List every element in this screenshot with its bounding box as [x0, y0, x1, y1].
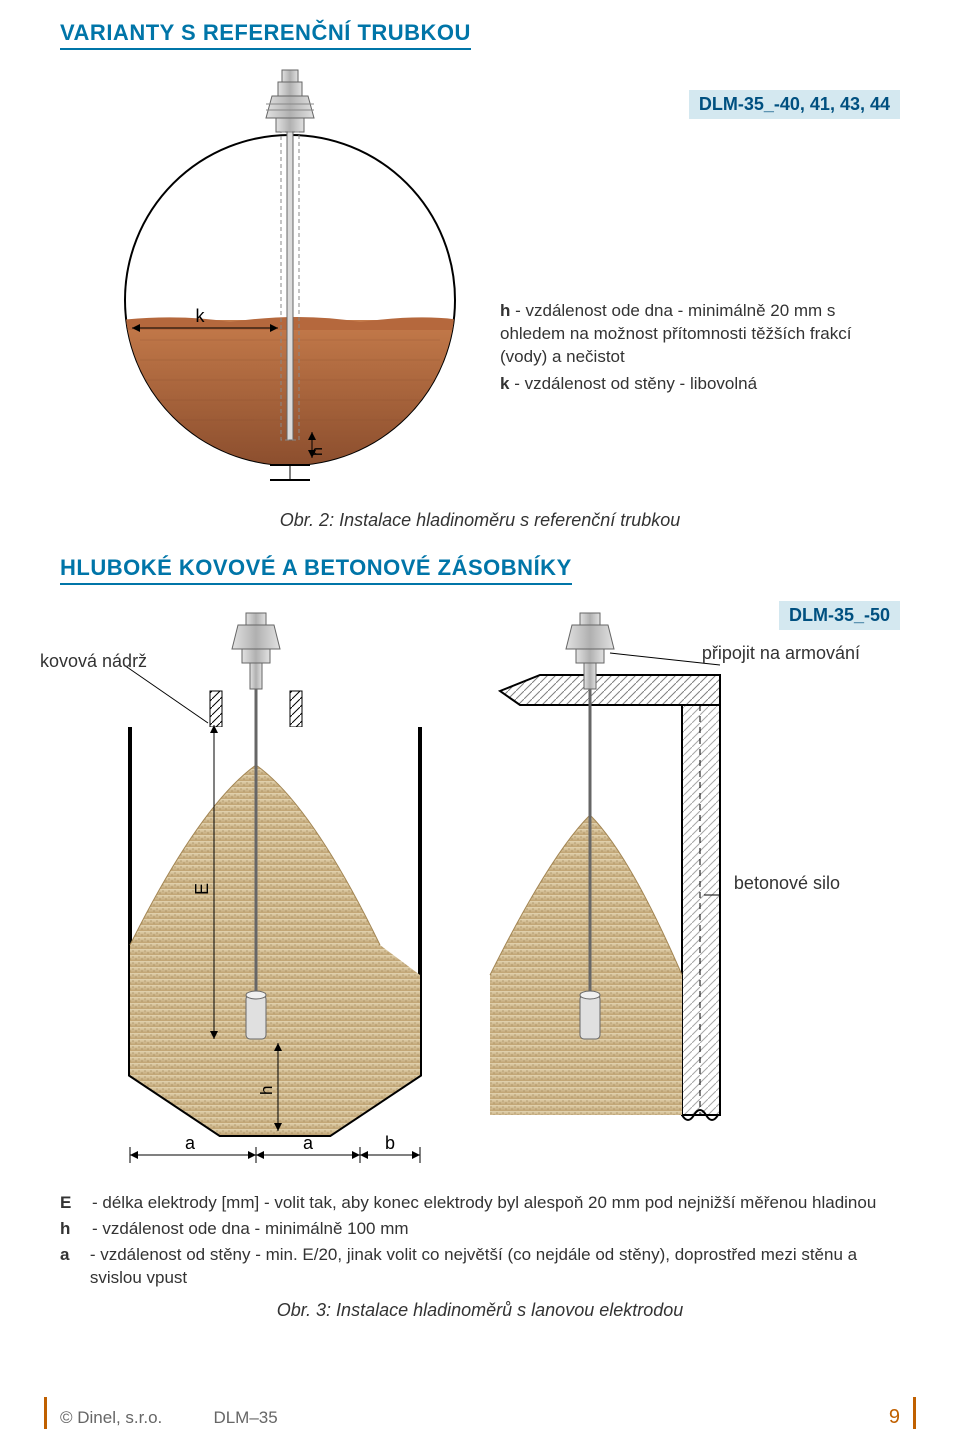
legend-key-E: E — [60, 1191, 92, 1215]
legend-text-E: - délka elektrody [mm] - volit tak, aby … — [92, 1191, 876, 1215]
dim-a1: a — [185, 1133, 196, 1153]
dim-h-text: h — [309, 447, 326, 456]
footer-page-number: 9 — [889, 1406, 900, 1429]
footer-copyright: © Dinel, s.r.o. — [60, 1408, 162, 1428]
legend-text-h: - vzdálenost ode dna - minimálně 100 mm — [92, 1217, 409, 1241]
page-gutter-right — [913, 1397, 916, 1429]
dim-k-text: k — [196, 306, 206, 326]
figure-1-svg: k h — [60, 60, 540, 500]
badge-dlm-4x: DLM-35_-40, 41, 43, 44 — [689, 90, 900, 119]
badge-dlm-50: DLM-35_-50 — [779, 601, 900, 630]
figure-1-description: h - vzdálenost ode dna - minimálně 20 mm… — [500, 300, 900, 396]
dim-b: b — [385, 1133, 395, 1153]
legend-key-a: a — [60, 1243, 90, 1291]
section2-title: HLUBOKÉ KOVOVÉ A BETONOVÉ ZÁSOBNÍKY — [60, 555, 572, 585]
label-betonove-silo: betonové silo — [734, 873, 840, 894]
footer-model: DLM–35 — [213, 1408, 277, 1428]
figure-2-caption: Obr. 3: Instalace hladinoměrů s lanovou … — [60, 1300, 900, 1321]
legend-row-h: h - vzdálenost ode dna - minimálně 100 m… — [60, 1217, 900, 1241]
legend-row-E: E - délka elektrody [mm] - volit tak, ab… — [60, 1191, 900, 1215]
legend-text-a: - vzdálenost od stěny - min. E/20, jinak… — [90, 1243, 900, 1291]
page-gutter-left — [44, 1397, 47, 1429]
figure-1-container: DLM-35_-40, 41, 43, 44 — [60, 60, 900, 500]
desc-h-text: - vzdálenost ode dna - minimálně 20 mm s… — [500, 301, 852, 366]
desc-h-label: h — [500, 301, 510, 320]
dim-E: E — [192, 883, 212, 895]
dim-h2: h — [257, 1086, 276, 1095]
section1-title: VARIANTY S REFERENČNÍ TRUBKOU — [60, 20, 471, 50]
legend: E - délka elektrody [mm] - volit tak, ab… — [60, 1191, 900, 1290]
label-pripojit-armovani: připojit na armování — [702, 643, 860, 664]
figure-1-caption: Obr. 2: Instalace hladinoměru s referenč… — [60, 510, 900, 531]
desc-k-text: - vzdálenost od stěny - libovolná — [509, 374, 757, 393]
label-kovova-nadrz: kovová nádrž — [40, 651, 147, 672]
dim-a2: a — [303, 1133, 314, 1153]
legend-row-a: a - vzdálenost od stěny - min. E/20, jin… — [60, 1243, 900, 1291]
figure-2-container: DLM-35_-50 kovová nádrž připojit na armo… — [60, 595, 900, 1175]
legend-key-h: h — [60, 1217, 92, 1241]
footer: © Dinel, s.r.o. DLM–35 9 — [60, 1406, 900, 1429]
